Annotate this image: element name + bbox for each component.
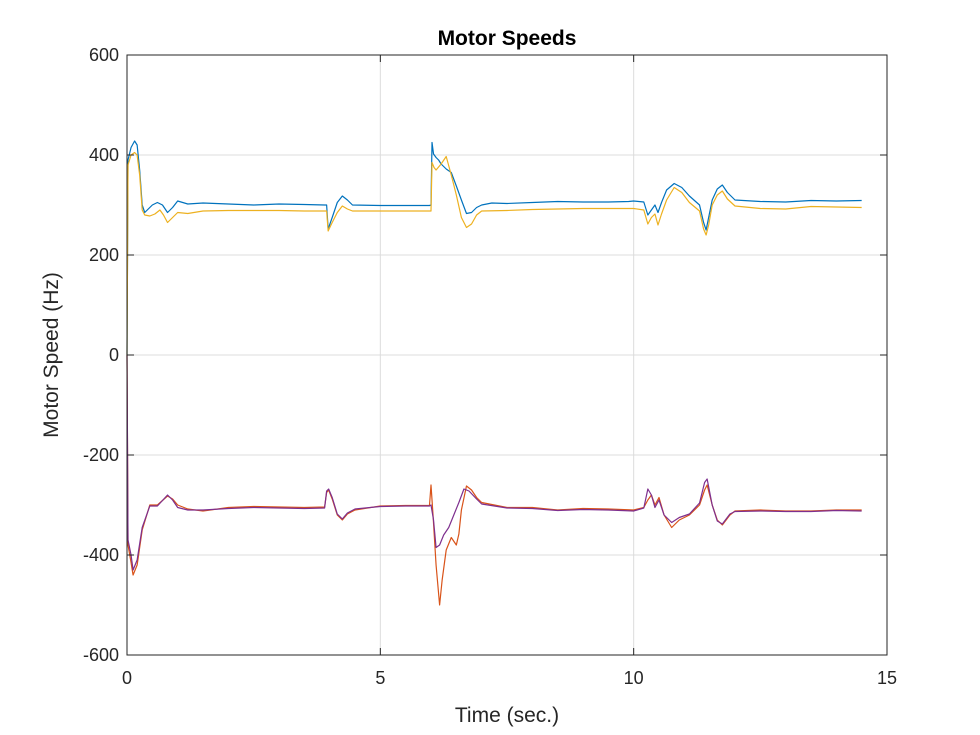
x-axis-label: Time (sec.) [455, 704, 559, 727]
y-tick-label: -200 [83, 445, 119, 465]
y-tick-label: 400 [89, 145, 119, 165]
tick-marks [126, 54, 888, 656]
y-tick-label: -600 [83, 645, 119, 665]
y-tick-label: 600 [89, 45, 119, 65]
x-tick-label: 15 [877, 668, 897, 688]
x-tick-label: 5 [375, 668, 385, 688]
x-tick-label: 0 [122, 668, 132, 688]
x-tick-labels: 0 5 10 15 [122, 668, 897, 688]
series-line-1 [126, 140, 862, 356]
plot-area [126, 54, 888, 656]
series-lines [126, 140, 862, 606]
x-tick-label: 10 [624, 668, 644, 688]
series-line-2 [126, 151, 862, 356]
series-line-4 [126, 354, 862, 571]
y-tick-label: -400 [83, 545, 119, 565]
y-tick-labels: -600 -400 -200 0 200 400 600 [83, 45, 119, 665]
grid-lines [127, 55, 887, 655]
chart-title: Motor Speeds [438, 27, 577, 50]
y-tick-label: 0 [109, 345, 119, 365]
y-axis-label: Motor Speed (Hz) [40, 272, 63, 438]
y-tick-label: 200 [89, 245, 119, 265]
